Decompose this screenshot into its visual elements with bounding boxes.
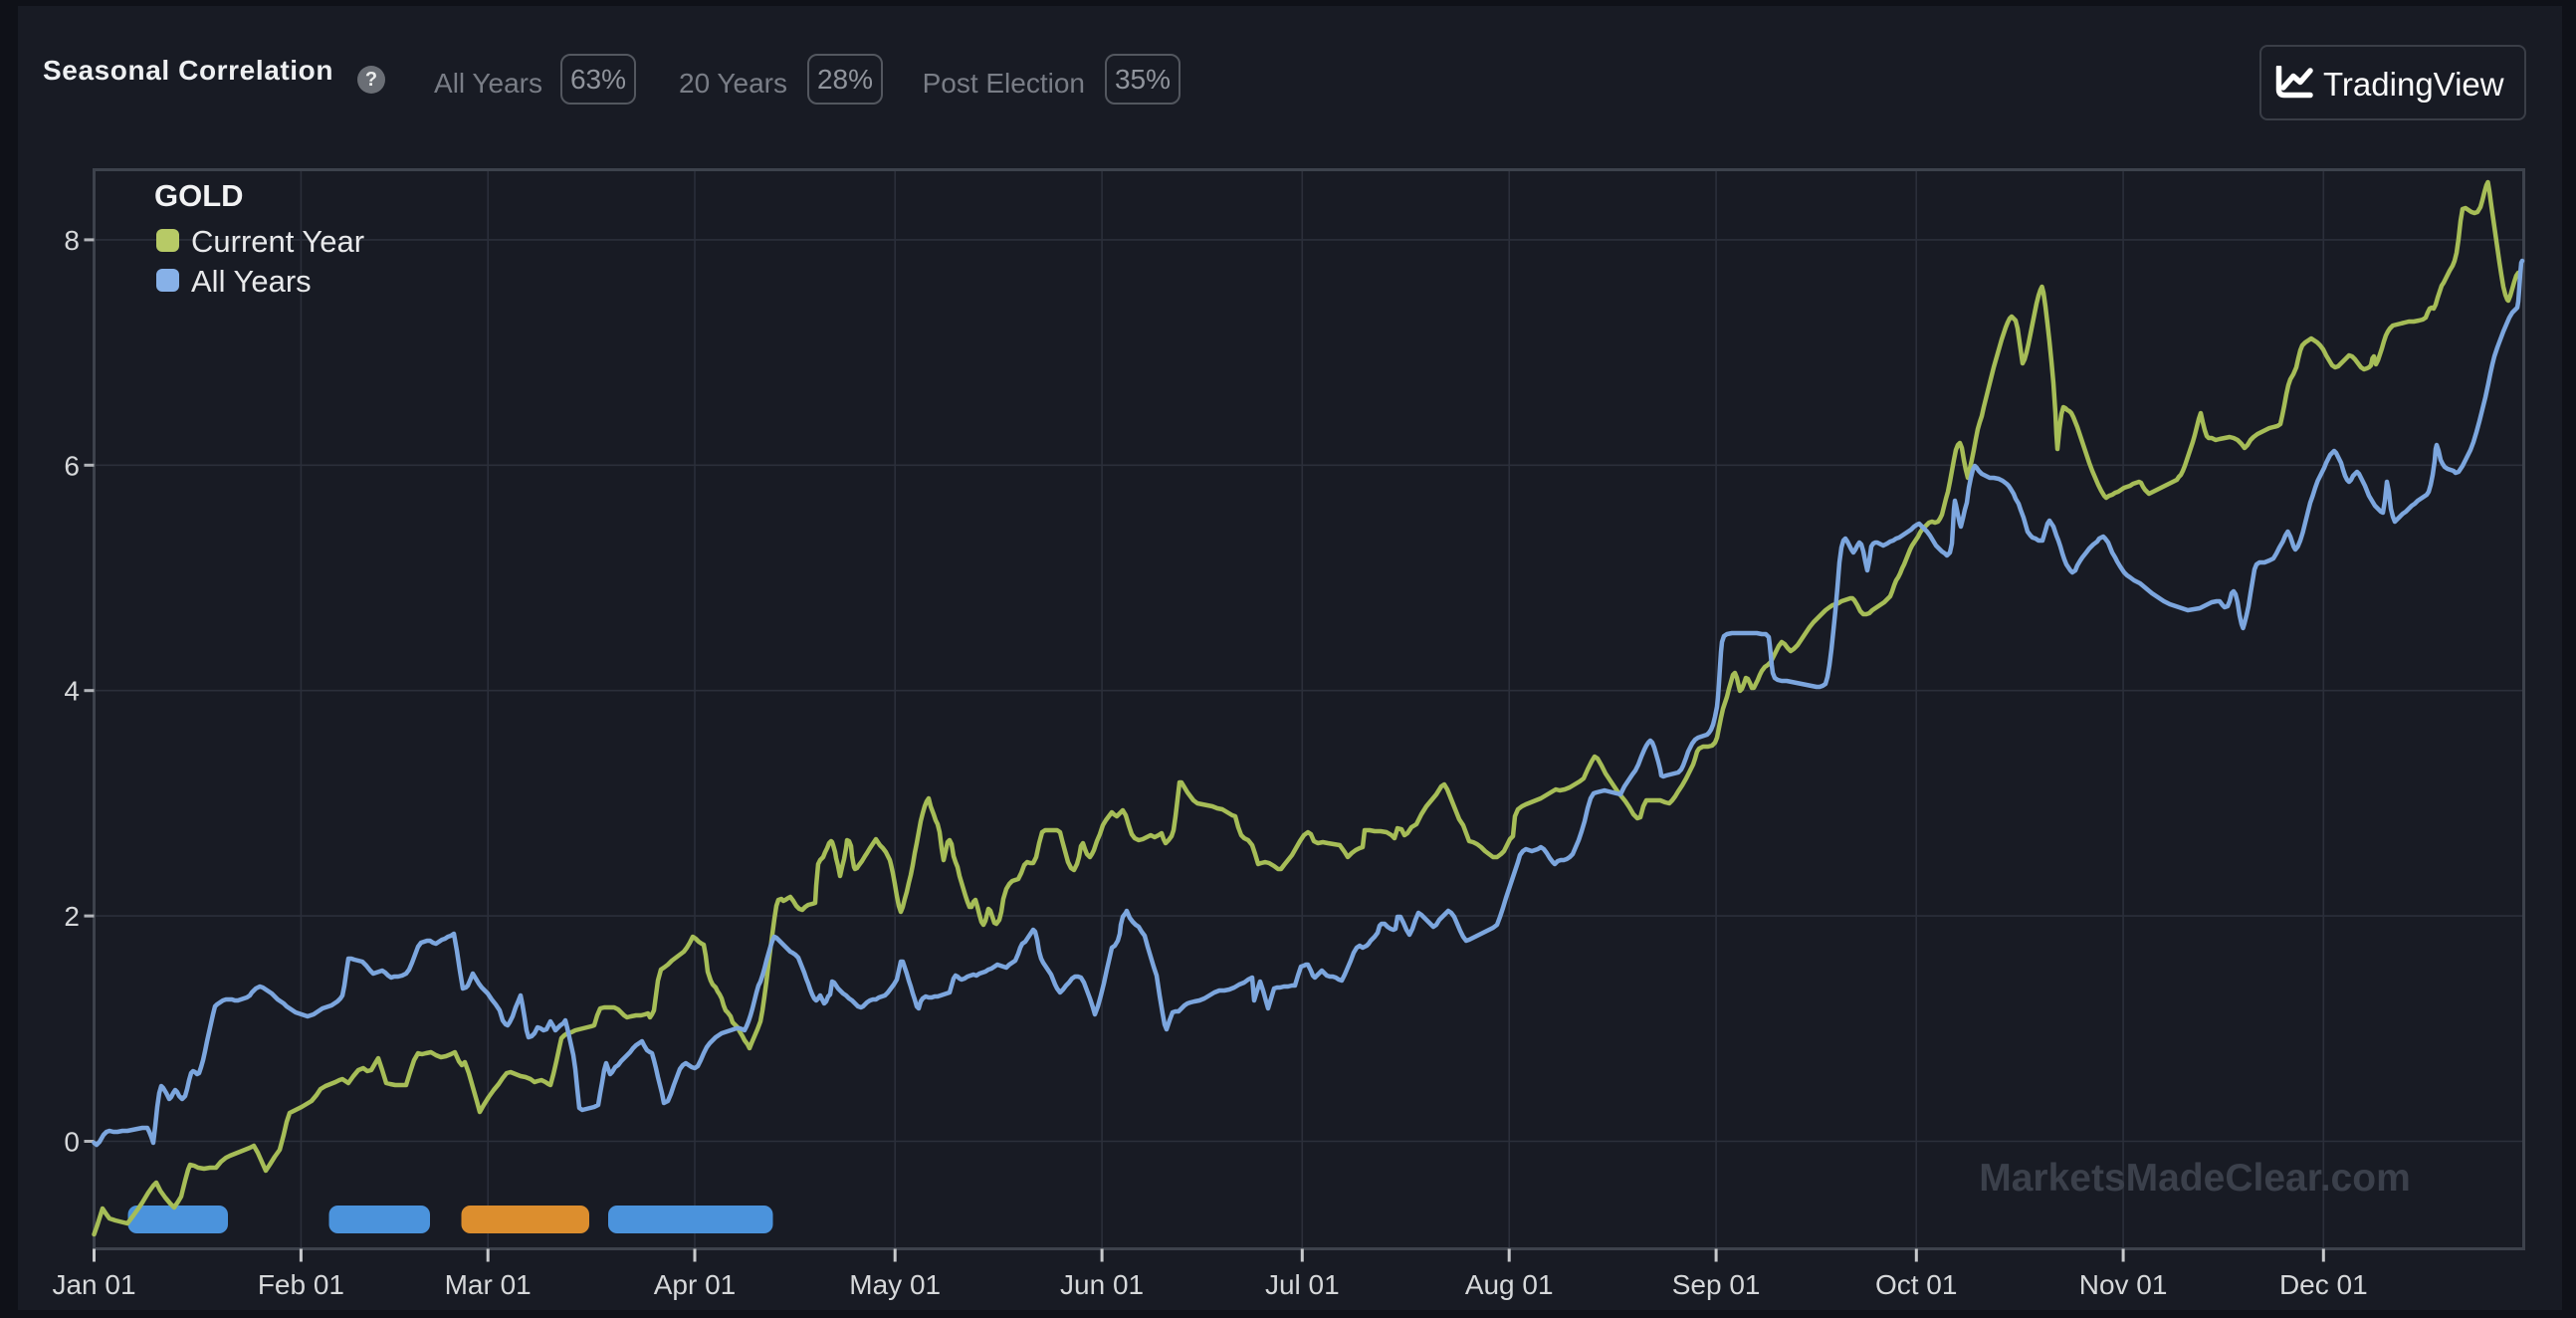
svg-text:Jul 01: Jul 01	[1265, 1269, 1340, 1300]
svg-text:Mar 01: Mar 01	[445, 1269, 532, 1300]
svg-text:Jan 01: Jan 01	[52, 1269, 135, 1300]
svg-text:Oct 01: Oct 01	[1875, 1269, 1957, 1300]
svg-text:GOLD: GOLD	[154, 178, 244, 213]
svg-text:Current Year: Current Year	[191, 224, 364, 259]
svg-text:All Years: All Years	[191, 264, 312, 299]
svg-text:Dec 01: Dec 01	[2279, 1269, 2368, 1300]
svg-text:6: 6	[64, 450, 80, 481]
svg-text:4: 4	[64, 676, 80, 707]
svg-text:Aug 01: Aug 01	[1465, 1269, 1554, 1300]
svg-text:Apr 01: Apr 01	[654, 1269, 737, 1300]
svg-text:Jun 01: Jun 01	[1060, 1269, 1144, 1300]
svg-text:May 01: May 01	[849, 1269, 941, 1300]
svg-text:MarketsMadeClear.com: MarketsMadeClear.com	[1979, 1157, 2411, 1200]
svg-text:0: 0	[64, 1127, 80, 1158]
svg-text:Feb 01: Feb 01	[258, 1269, 344, 1300]
svg-text:Sep 01: Sep 01	[1672, 1269, 1761, 1300]
svg-text:8: 8	[64, 225, 80, 256]
svg-text:2: 2	[64, 901, 80, 932]
svg-text:Nov 01: Nov 01	[2079, 1269, 2168, 1300]
